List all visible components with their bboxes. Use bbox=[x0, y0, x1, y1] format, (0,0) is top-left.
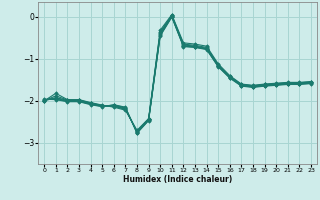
X-axis label: Humidex (Indice chaleur): Humidex (Indice chaleur) bbox=[123, 175, 232, 184]
